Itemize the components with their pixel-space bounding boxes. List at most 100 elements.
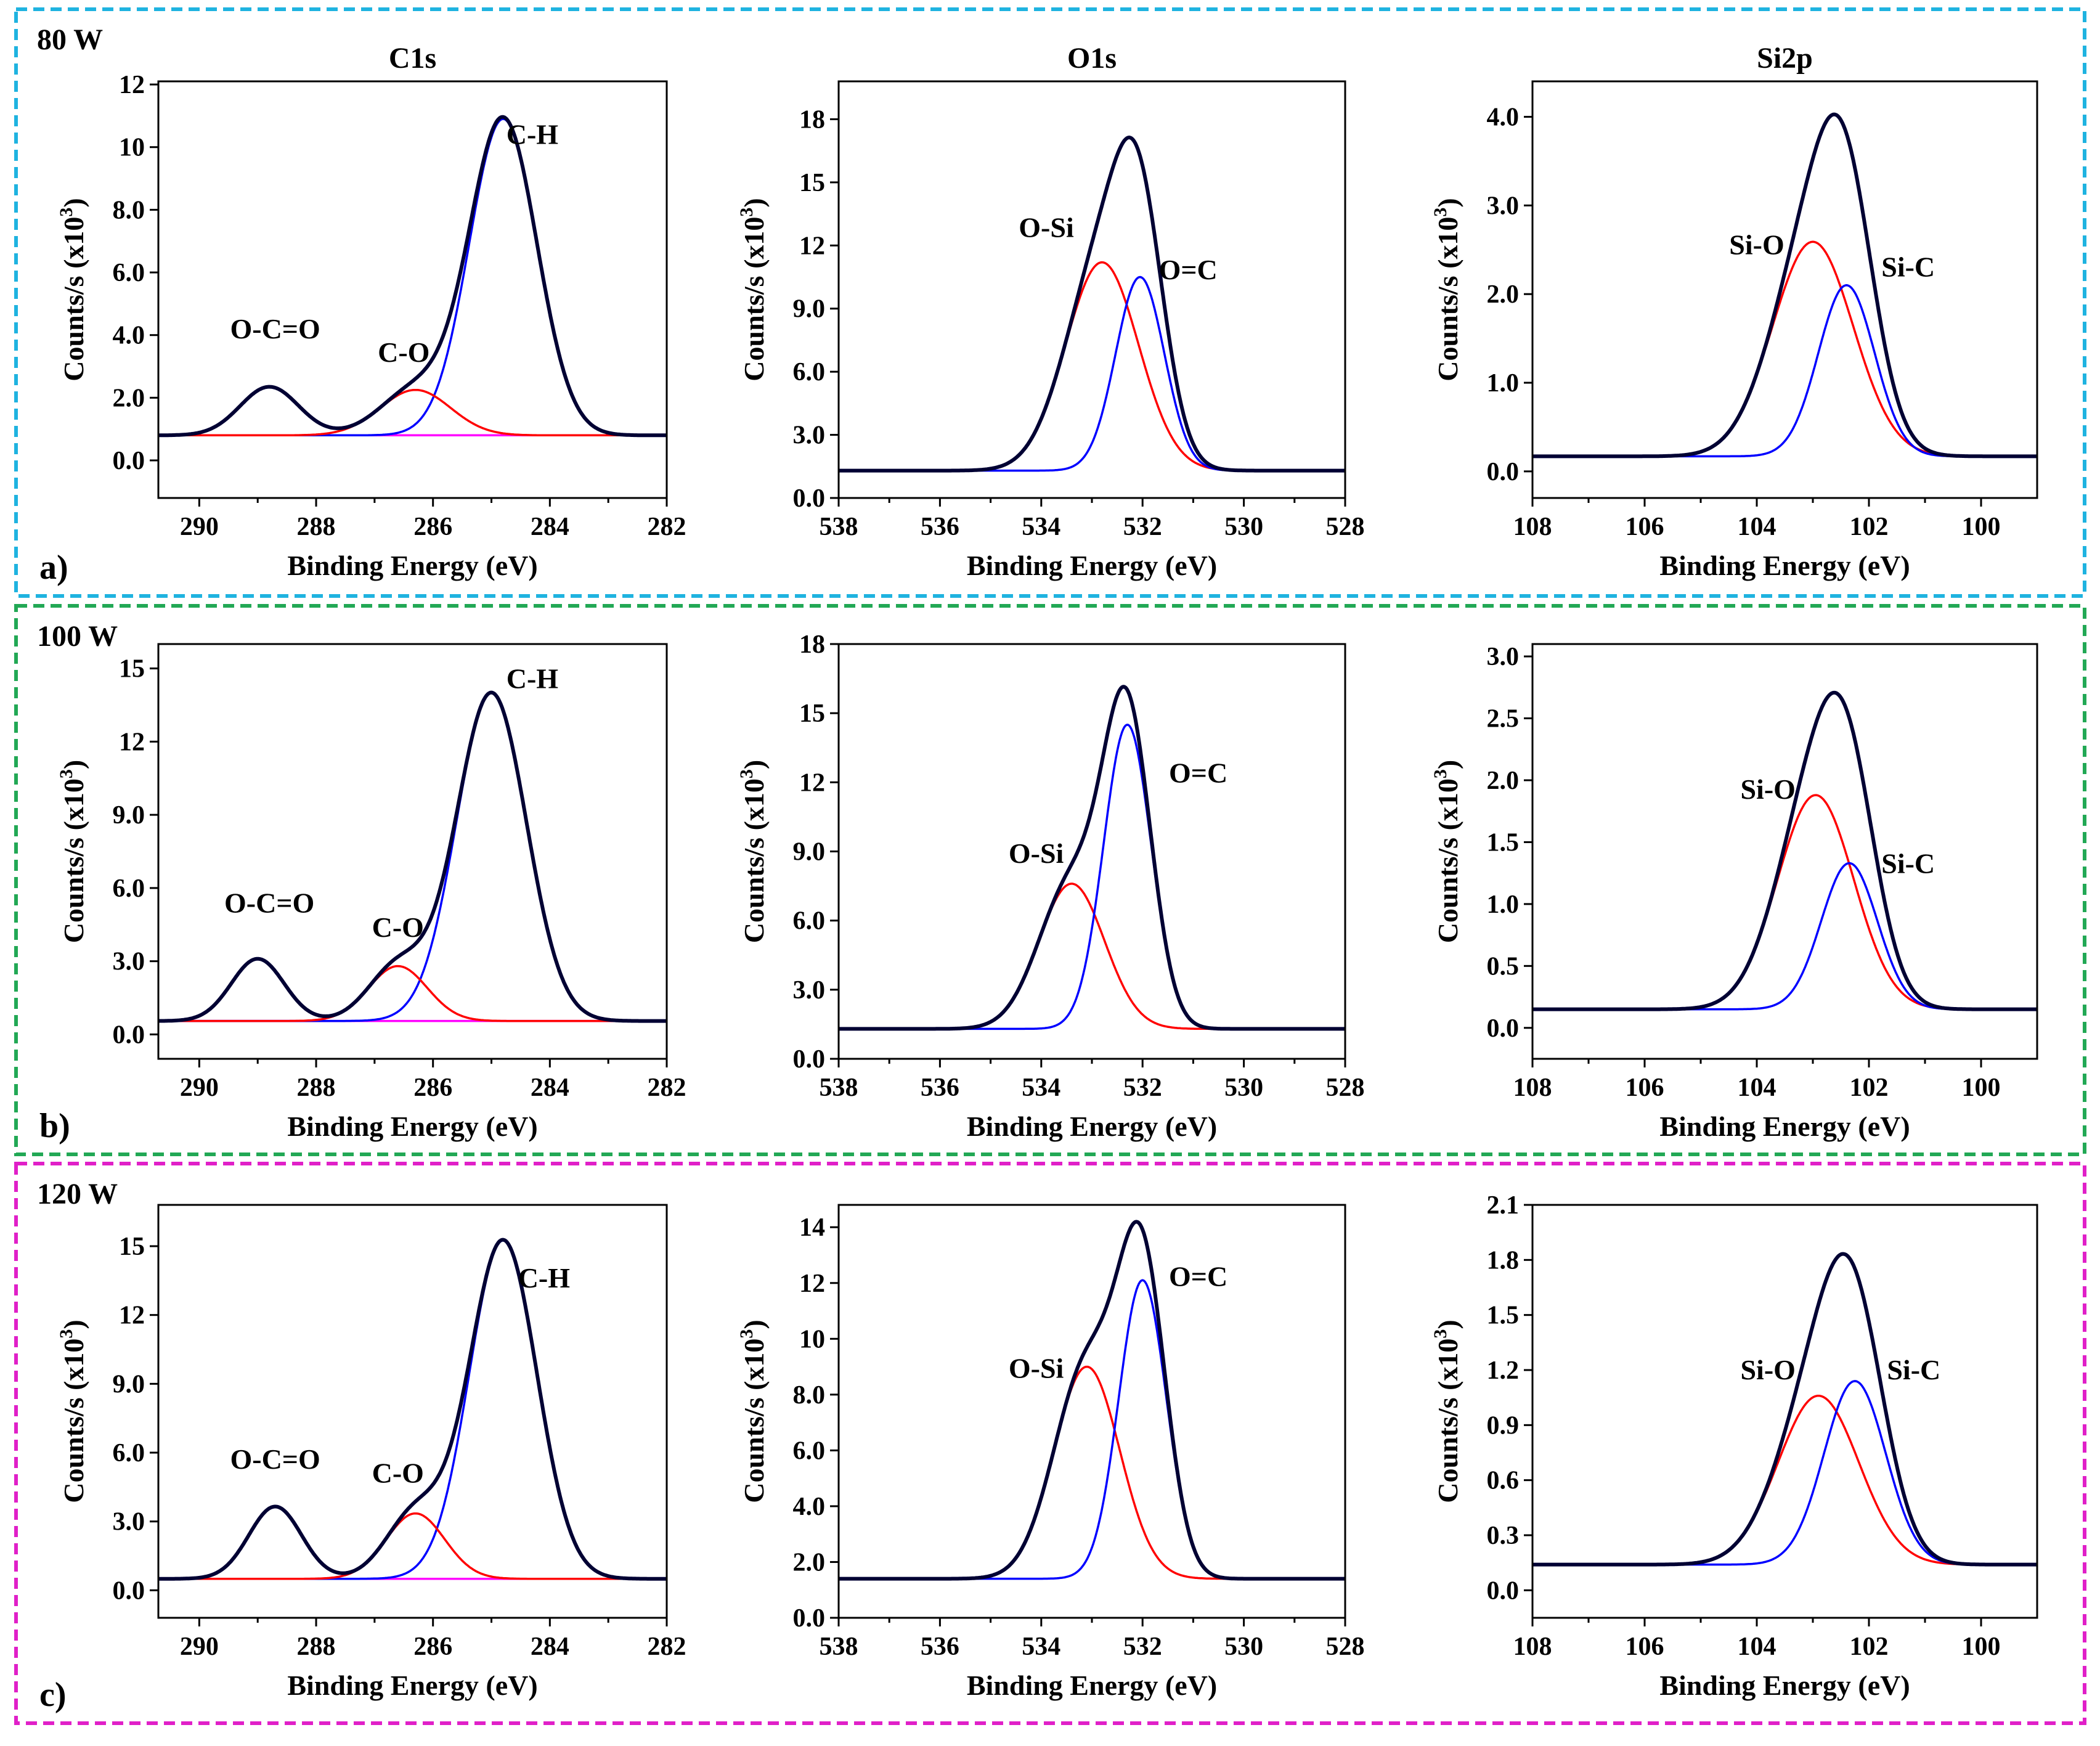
x-tick-label: 108 — [1513, 513, 1552, 541]
y-tick-label: 2.0 — [793, 1548, 826, 1577]
x-tick-label: 532 — [1123, 513, 1162, 541]
x-tick-label: 538 — [820, 1633, 858, 1661]
y-tick-label: 3.0 — [793, 422, 826, 450]
peak-label: Si-O — [1729, 229, 1784, 260]
x-tick-label: 282 — [648, 1074, 686, 1102]
x-tick-label: 534 — [1022, 1633, 1060, 1661]
x-axis-title: Binding Energy (eV) — [967, 550, 1217, 581]
peak-label: Si-C — [1881, 848, 1935, 879]
y-tick-label: 6.0 — [113, 259, 145, 287]
plot-frame — [157, 80, 668, 499]
y-tick-label: 12 — [799, 232, 825, 260]
peak-label: C-H — [518, 1262, 571, 1294]
component-curve-si-c — [1532, 862, 2037, 1011]
x-tick-label: 104 — [1738, 513, 1776, 541]
x-axis-title: Binding Energy (eV) — [287, 550, 537, 581]
x-axis-title: Binding Energy (eV) — [967, 1111, 1217, 1142]
xps-panel-1-1: 538 536 534 532 530 528 0.0 3.0 6.0 9.0 12 15 18 Bind… — [736, 630, 1365, 1142]
x-tick-label: 538 — [820, 513, 858, 541]
x-tick-label: 106 — [1626, 513, 1664, 541]
y-tick-label: 12 — [799, 769, 825, 797]
x-tick-label: 288 — [297, 1074, 336, 1102]
panel-title: C1s — [389, 42, 436, 75]
component-curve-si-c — [1532, 284, 2037, 458]
x-tick-label: 534 — [1022, 1074, 1060, 1102]
component-curve-c-h — [158, 1239, 667, 1580]
x-tick-label: 284 — [531, 1633, 569, 1661]
y-tick-label: 3.0 — [793, 976, 826, 1005]
plot-frame — [157, 643, 668, 1060]
component-curve-si-o — [1532, 794, 2037, 1011]
peak-label: O-C=O — [230, 313, 320, 345]
power-label: 120 W — [37, 1178, 118, 1210]
x-tick-label: 534 — [1022, 513, 1060, 541]
y-tick-label: 1.0 — [1487, 891, 1520, 919]
x-tick-label: 100 — [1962, 1074, 2001, 1102]
y-axis-title-end: ) — [738, 1320, 770, 1329]
panel-title: Si2p — [1757, 42, 1813, 75]
y-axis-title: Counts/s (x103) — [736, 198, 770, 381]
plot-frame — [1531, 643, 2038, 1060]
x-tick-label: 104 — [1738, 1074, 1776, 1102]
y-tick-label: 6.0 — [793, 358, 826, 386]
x-axis-title: Binding Energy (eV) — [287, 1670, 537, 1701]
x-tick-label: 290 — [180, 513, 219, 541]
y-axis-title-main: Counts/s (x10 — [738, 778, 770, 943]
plot-frame — [837, 643, 1346, 1060]
x-tick-label: 284 — [531, 513, 569, 541]
x-tick-label: 528 — [1326, 513, 1365, 541]
y-axis-title: Counts/s (x103) — [1430, 760, 1463, 943]
y-tick-label: 9.0 — [793, 295, 826, 324]
component-curve-o-c — [839, 1279, 1345, 1580]
x-tick-label: 536 — [921, 1633, 959, 1661]
x-tick-label: 102 — [1850, 1074, 1889, 1102]
y-tick-label: 18 — [799, 630, 825, 659]
x-tick-label: 536 — [921, 513, 959, 541]
envelope-curve — [839, 1220, 1345, 1581]
y-tick-label: 0.0 — [793, 484, 826, 513]
y-axis-title-end: ) — [738, 760, 770, 769]
y-tick-label: 1.5 — [1487, 1302, 1520, 1330]
peak-label: C-O — [372, 912, 424, 943]
x-axis-title: Binding Energy (eV) — [287, 1111, 537, 1142]
y-tick-label: 0.9 — [1487, 1411, 1520, 1440]
y-axis-title-main: Counts/s (x10 — [58, 1339, 89, 1503]
x-tick-label: 530 — [1224, 1074, 1263, 1102]
y-axis-title-main: Counts/s (x10 — [738, 217, 770, 381]
peak-label: C-H — [507, 119, 559, 150]
y-axis-title-main: Counts/s (x10 — [1432, 778, 1463, 943]
y-axis-title: Counts/s (x103) — [736, 760, 770, 943]
envelope-curve — [1532, 690, 2037, 1011]
y-tick-label: 14 — [799, 1214, 825, 1242]
y-tick-label: 12 — [119, 728, 145, 756]
component-curve-c-o — [158, 965, 667, 1022]
envelope-curve — [158, 690, 667, 1023]
y-tick-label: 0.0 — [1487, 1577, 1520, 1605]
plot-frame — [1531, 1204, 2038, 1619]
y-axis-title: Counts/s (x103) — [1430, 1320, 1463, 1503]
plot-frame — [1531, 80, 2038, 499]
y-axis-title-end: ) — [738, 198, 770, 207]
y-axis-title-superscript: 3 — [1430, 1329, 1451, 1339]
y-tick-label: 12 — [119, 1302, 145, 1330]
y-tick-label: 0.0 — [113, 447, 145, 475]
x-tick-label: 106 — [1626, 1633, 1664, 1661]
y-tick-label: 8.0 — [113, 196, 145, 224]
peak-label: O=C — [1169, 757, 1227, 788]
y-tick-label: 4.0 — [1487, 104, 1520, 132]
peak-label: O-C=O — [230, 1443, 320, 1475]
x-tick-label: 286 — [413, 1074, 452, 1102]
y-tick-label: 1.0 — [1487, 369, 1520, 398]
x-tick-label: 528 — [1326, 1633, 1365, 1661]
y-tick-label: 2.0 — [1487, 767, 1520, 795]
y-tick-label: 15 — [119, 655, 145, 683]
power-label: 100 W — [37, 620, 118, 653]
y-axis-title-end: ) — [58, 198, 89, 207]
y-tick-label: 0.0 — [113, 1021, 145, 1049]
y-tick-label: 6.0 — [113, 875, 145, 903]
row-letter: c) — [39, 1676, 67, 1714]
xps-panel-1-0: 290 288 286 284 282 0.0 3.0 6.0 9.0 12 15 Binding E… — [56, 643, 686, 1142]
x-tick-label: 100 — [1962, 513, 2001, 541]
x-axis-title: Binding Energy (eV) — [1659, 550, 1910, 581]
peak-label: C-H — [507, 663, 559, 694]
